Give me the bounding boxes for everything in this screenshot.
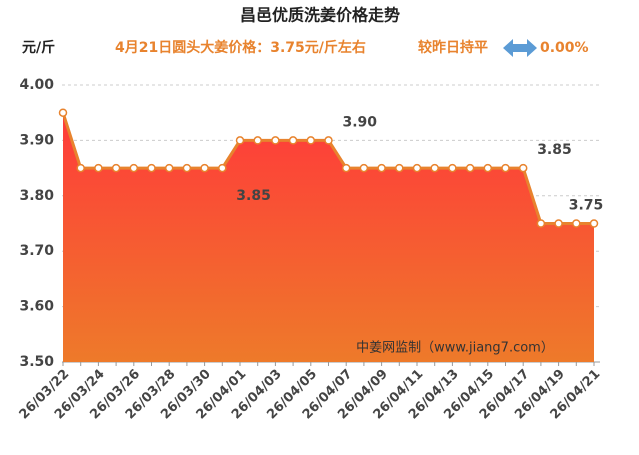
y-tick-label: 3.60 bbox=[19, 299, 54, 315]
marker bbox=[324, 136, 333, 145]
marker bbox=[111, 163, 121, 173]
marker bbox=[218, 163, 227, 173]
marker bbox=[395, 163, 404, 173]
subtitle: 4月21日圆头大姜价格：3.75元/斤左右 bbox=[115, 39, 366, 56]
y-tick-label: 3.80 bbox=[19, 188, 54, 204]
marker bbox=[359, 163, 369, 173]
change-value: 0.00% bbox=[540, 40, 589, 56]
y-tick-label: 4.00 bbox=[19, 77, 54, 93]
marker bbox=[554, 219, 563, 228]
marker bbox=[501, 163, 510, 173]
value-label: 3.90 bbox=[343, 114, 378, 130]
marker bbox=[182, 163, 192, 173]
marker bbox=[200, 163, 209, 173]
marker bbox=[288, 136, 298, 145]
marker bbox=[483, 163, 493, 173]
flat-arrow-icon bbox=[503, 39, 537, 57]
marker bbox=[164, 163, 174, 173]
marker bbox=[412, 163, 422, 173]
y-tick-label: 3.50 bbox=[19, 354, 54, 370]
y-tick-label: 3.90 bbox=[19, 132, 54, 148]
marker bbox=[518, 163, 528, 173]
marker bbox=[76, 163, 85, 173]
chart-title: 昌邑优质洗姜价格走势 bbox=[240, 6, 400, 25]
marker bbox=[253, 136, 262, 145]
marker bbox=[147, 163, 156, 173]
marker bbox=[448, 163, 457, 173]
marker bbox=[306, 136, 316, 145]
watermark: 中姜网监制（www.jiang7.com） bbox=[356, 341, 554, 356]
marker bbox=[94, 163, 103, 173]
marker bbox=[58, 108, 68, 117]
marker bbox=[536, 219, 546, 228]
marker bbox=[589, 219, 599, 228]
marker bbox=[430, 163, 439, 173]
marker bbox=[465, 163, 475, 173]
marker bbox=[235, 136, 245, 145]
change-text: 较昨日持平 bbox=[418, 39, 488, 56]
marker bbox=[572, 219, 581, 228]
value-label: 3.85 bbox=[537, 142, 572, 158]
value-label: 3.85 bbox=[236, 188, 271, 204]
y-tick-label: 3.70 bbox=[19, 243, 54, 259]
marker bbox=[341, 163, 351, 173]
value-label: 3.75 bbox=[569, 198, 604, 214]
marker bbox=[271, 136, 280, 145]
marker bbox=[377, 163, 386, 173]
marker bbox=[129, 163, 139, 173]
area bbox=[63, 112, 594, 362]
y-axis-label: 元/斤 bbox=[22, 39, 55, 56]
